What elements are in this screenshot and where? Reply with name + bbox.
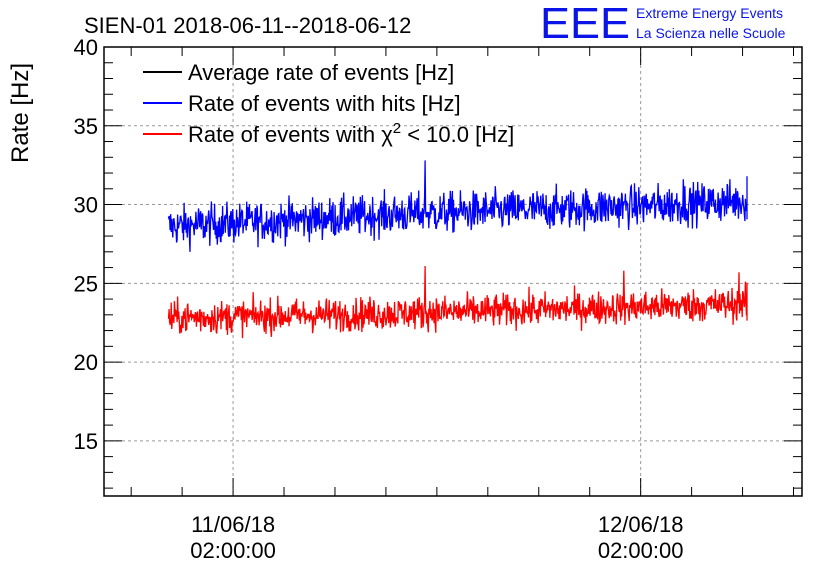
legend-label-3: Rate of events with χ2 < 10.0 [Hz] (188, 120, 514, 147)
logo-line-2: La Scienza nelle Scuole (636, 25, 786, 41)
logo-mark: EEE (540, 0, 630, 48)
y-tick-label: 25 (74, 271, 98, 296)
series-line-2 (167, 160, 748, 252)
y-axis-label: Rate [Hz] (7, 63, 34, 163)
legend: Average rate of events [Hz] Rate of event… (143, 60, 514, 147)
y-tick-label: 40 (74, 35, 98, 60)
series-line-3 (167, 265, 748, 339)
y-tick-label: 35 (74, 114, 98, 139)
x-tick-label-date: 11/06/18 (191, 512, 275, 537)
y-tick-label: 15 (74, 429, 98, 454)
y-tick-label: 20 (74, 350, 98, 375)
legend-label-2: Rate of events with hits [Hz] (188, 91, 461, 116)
logo-line-1: Extreme Energy Events (636, 5, 783, 21)
axis-ticks (104, 46, 802, 496)
y-tick-label: 30 (74, 193, 98, 218)
eee-logo: EEE Extreme Energy Events La Scienza nel… (540, 0, 786, 48)
chart-title: SIEN-01 2018-06-11--2018-06-12 (84, 13, 411, 38)
x-tick-label-time: 02:00:00 (190, 538, 276, 563)
plot-area: 15202530354011/06/1802:00:0012/06/1802:0… (74, 35, 803, 563)
x-tick-label-time: 02:00:00 (598, 538, 684, 563)
tick-labels: 15202530354011/06/1802:00:0012/06/1802:0… (74, 35, 684, 563)
x-tick-label-date: 12/06/18 (598, 512, 684, 537)
legend-label-1: Average rate of events [Hz] (188, 60, 454, 85)
plot-frame (103, 46, 803, 497)
series-layer (167, 160, 748, 339)
